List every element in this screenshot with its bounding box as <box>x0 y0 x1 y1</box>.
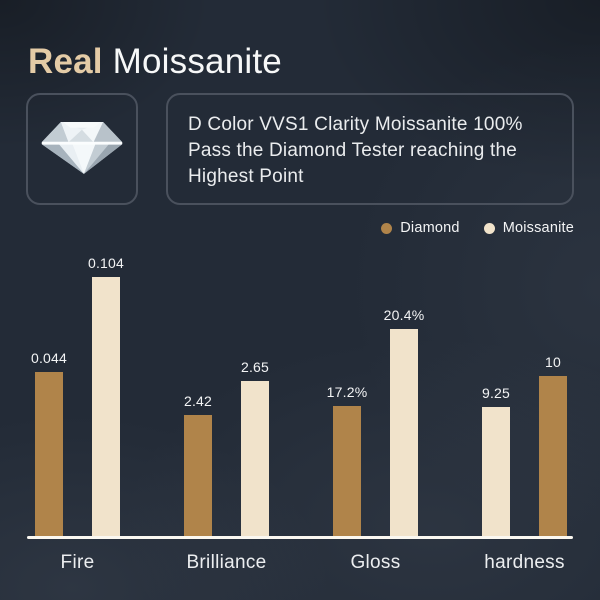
description-box: D Color VVS1 Clarity Moissanite 100% Pas… <box>166 93 574 205</box>
x-axis-line <box>27 536 573 539</box>
title-highlight: Real <box>28 42 103 81</box>
description-text: D Color VVS1 Clarity Moissanite 100% Pas… <box>188 114 523 187</box>
bar-hardness-diamond <box>539 376 567 536</box>
legend-item-moissanite: Moissanite <box>483 220 574 236</box>
bar-value-label: 9.25 <box>481 385 511 401</box>
bar-wrap: 17.2% <box>327 384 367 536</box>
bar-wrap: 2.65 <box>241 359 269 536</box>
bar-wrap: 9.25 <box>482 385 510 536</box>
title-rest: Moissanite <box>102 42 282 81</box>
category-label-brilliance: Brilliance <box>186 552 267 573</box>
bar-value-label: 20.4% <box>383 307 425 323</box>
legend-label-diamond: Diamond <box>400 220 460 236</box>
category-label-gloss: Gloss <box>350 552 401 573</box>
bar-hardness-moissanite <box>482 407 510 536</box>
bar-value-label: 0.044 <box>30 350 68 366</box>
chart-group-gloss: 17.2% 20.4% Gloss <box>327 307 425 573</box>
bar-value-label: 17.2% <box>326 384 368 400</box>
chart-legend: Diamond Moissanite <box>381 220 574 236</box>
bar-value-label: 2.42 <box>183 393 213 409</box>
bar-wrap: 10 <box>539 354 567 536</box>
bar-fire-moissanite <box>92 277 120 536</box>
category-label-hardness: hardness <box>484 552 565 573</box>
bar-wrap: 2.42 <box>184 393 212 536</box>
bar-chart: 0.044 0.104 Fire 2.42 2.65 Brilliance 17… <box>27 255 573 573</box>
diamond-icon <box>34 116 130 183</box>
chart-group-hardness: 9.25 10 hardness <box>482 354 567 573</box>
bar-brilliance-diamond <box>184 415 212 536</box>
bar-wrap: 0.104 <box>88 255 124 536</box>
diamond-swatch-icon <box>381 222 393 234</box>
chart-group-fire: 0.044 0.104 Fire <box>31 255 124 573</box>
bar-value-label: 10 <box>545 354 561 370</box>
legend-item-diamond: Diamond <box>381 220 459 236</box>
legend-label-moissanite: Moissanite <box>502 220 574 236</box>
bar-gloss-diamond <box>333 406 361 536</box>
moissanite-swatch-icon <box>483 222 495 234</box>
page-title: Real Moissanite <box>28 44 282 80</box>
bar-wrap: 0.044 <box>31 350 67 536</box>
bar-value-label: 2.65 <box>240 359 270 375</box>
bar-brilliance-moissanite <box>241 381 269 536</box>
category-label-fire: Fire <box>60 552 95 573</box>
bar-wrap: 20.4% <box>384 307 424 536</box>
bar-gloss-moissanite <box>390 329 418 536</box>
bar-fire-diamond <box>35 372 63 536</box>
bar-value-label: 0.104 <box>87 255 125 271</box>
diamond-photo-box <box>26 93 138 205</box>
chart-group-brilliance: 2.42 2.65 Brilliance <box>184 359 269 573</box>
